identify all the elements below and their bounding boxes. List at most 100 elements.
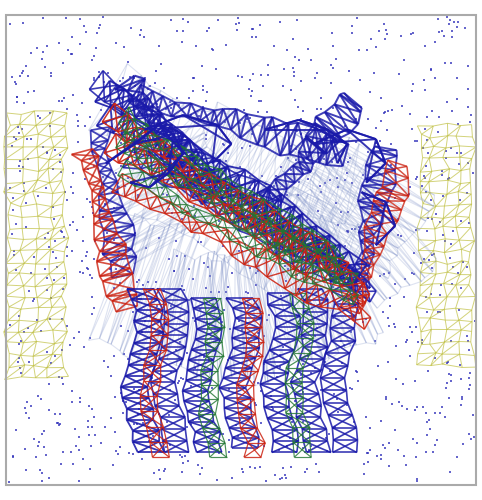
Point xyxy=(307,56,315,64)
Point xyxy=(156,466,163,474)
Point xyxy=(307,239,315,247)
Point xyxy=(181,452,189,460)
Point xyxy=(71,425,79,433)
Point xyxy=(192,42,200,50)
Point xyxy=(5,478,13,486)
Point xyxy=(181,252,188,260)
Point xyxy=(23,223,30,231)
Point xyxy=(27,269,35,277)
Point xyxy=(467,368,474,376)
Point xyxy=(444,358,452,366)
Point xyxy=(224,356,231,364)
Point xyxy=(179,26,187,34)
Point xyxy=(299,107,307,115)
Point xyxy=(119,135,126,143)
Point xyxy=(41,234,49,242)
Point xyxy=(7,20,14,28)
Point xyxy=(115,254,123,262)
Point xyxy=(411,376,418,384)
Point xyxy=(178,214,186,222)
Point xyxy=(195,112,203,120)
Point xyxy=(98,106,106,114)
Point xyxy=(47,72,55,80)
Point xyxy=(172,237,179,245)
Point xyxy=(88,56,96,64)
Point xyxy=(69,170,77,177)
Point xyxy=(449,228,457,235)
Point xyxy=(320,155,328,163)
Point xyxy=(35,192,42,200)
Point xyxy=(270,224,278,232)
Point xyxy=(40,442,47,450)
Point xyxy=(249,87,256,95)
Point xyxy=(251,398,258,406)
Point xyxy=(454,453,461,461)
Point xyxy=(248,24,255,32)
Point xyxy=(141,368,148,376)
Point xyxy=(424,367,432,375)
Point xyxy=(171,126,178,134)
Point xyxy=(360,194,367,202)
Point xyxy=(84,265,92,273)
Point xyxy=(46,474,54,482)
Point xyxy=(304,176,312,184)
Point xyxy=(263,108,271,116)
Point xyxy=(375,206,383,214)
Point xyxy=(392,342,400,349)
Point xyxy=(113,447,120,455)
Point xyxy=(166,442,174,450)
Point xyxy=(376,272,384,280)
Point xyxy=(248,130,255,138)
Point xyxy=(422,42,429,50)
Point xyxy=(254,379,262,387)
Point xyxy=(232,421,240,429)
Point xyxy=(348,225,356,233)
Point xyxy=(314,208,322,216)
Point xyxy=(218,430,226,438)
Point xyxy=(179,460,187,468)
Point xyxy=(457,401,465,409)
Point xyxy=(220,141,228,149)
Point xyxy=(82,252,90,260)
Point xyxy=(167,302,175,310)
Point xyxy=(163,418,171,426)
Point xyxy=(454,74,461,82)
Point xyxy=(269,192,277,200)
Point xyxy=(293,127,301,135)
Point xyxy=(354,376,362,384)
Point xyxy=(402,338,410,346)
Point xyxy=(299,158,307,166)
Point xyxy=(13,266,20,274)
Point xyxy=(243,115,251,123)
Point xyxy=(418,182,426,190)
Point xyxy=(391,426,399,434)
Point xyxy=(287,142,295,150)
Point xyxy=(236,120,243,128)
Point xyxy=(155,308,162,316)
Point xyxy=(191,364,199,372)
Point xyxy=(137,168,145,175)
Point xyxy=(59,98,67,106)
Point xyxy=(189,416,197,424)
Point xyxy=(62,14,69,22)
Point xyxy=(21,404,28,412)
Point xyxy=(74,116,82,124)
Point xyxy=(135,294,143,302)
Point xyxy=(264,72,271,80)
Point xyxy=(268,403,276,411)
Point xyxy=(364,192,372,200)
Point xyxy=(201,97,209,105)
Point xyxy=(25,155,32,163)
Point xyxy=(216,202,224,210)
Point xyxy=(136,31,144,39)
Point xyxy=(57,226,65,234)
Point xyxy=(8,72,15,80)
Point xyxy=(107,372,115,380)
Point xyxy=(364,148,372,156)
Point xyxy=(144,278,152,286)
Point xyxy=(129,450,136,458)
Point xyxy=(465,346,472,354)
Point xyxy=(58,168,66,176)
Point xyxy=(91,304,98,312)
Point xyxy=(295,320,303,328)
